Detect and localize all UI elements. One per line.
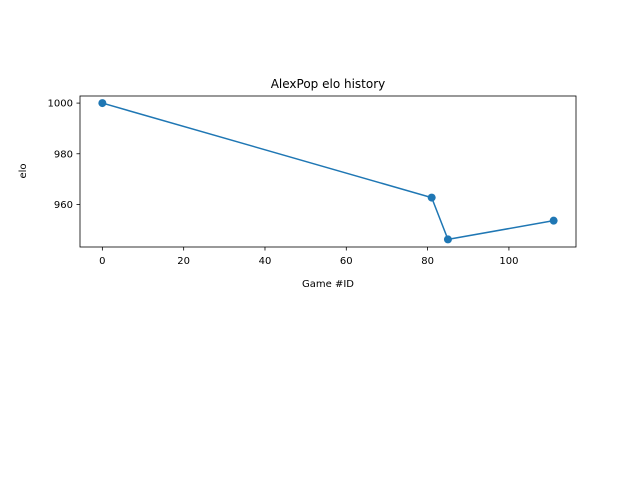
x-axis: 0 20 40 60 80 100 xyxy=(99,247,518,267)
y-tick-label: 980 xyxy=(54,149,73,160)
x-tick-label: 40 xyxy=(259,256,272,267)
x-axis-label: Game #ID xyxy=(302,279,354,290)
x-tick-label: 20 xyxy=(177,256,190,267)
chart-title: AlexPop elo history xyxy=(271,77,386,91)
y-axis: 960 980 1000 xyxy=(48,99,80,211)
x-tick-label: 0 xyxy=(99,256,105,267)
data-point xyxy=(98,99,107,108)
data-point xyxy=(443,235,452,244)
x-tick-label: 60 xyxy=(340,256,353,267)
series-line xyxy=(102,102,554,241)
data-point xyxy=(427,193,436,202)
data-point xyxy=(549,216,558,225)
x-tick-label: 80 xyxy=(421,256,434,267)
y-tick-label: 960 xyxy=(54,200,73,211)
series-layer xyxy=(98,99,558,244)
y-tick-label: 1000 xyxy=(48,99,73,110)
x-tick-label: 100 xyxy=(499,256,518,267)
y-axis-label: elo xyxy=(18,163,29,178)
plot-area xyxy=(79,95,577,248)
